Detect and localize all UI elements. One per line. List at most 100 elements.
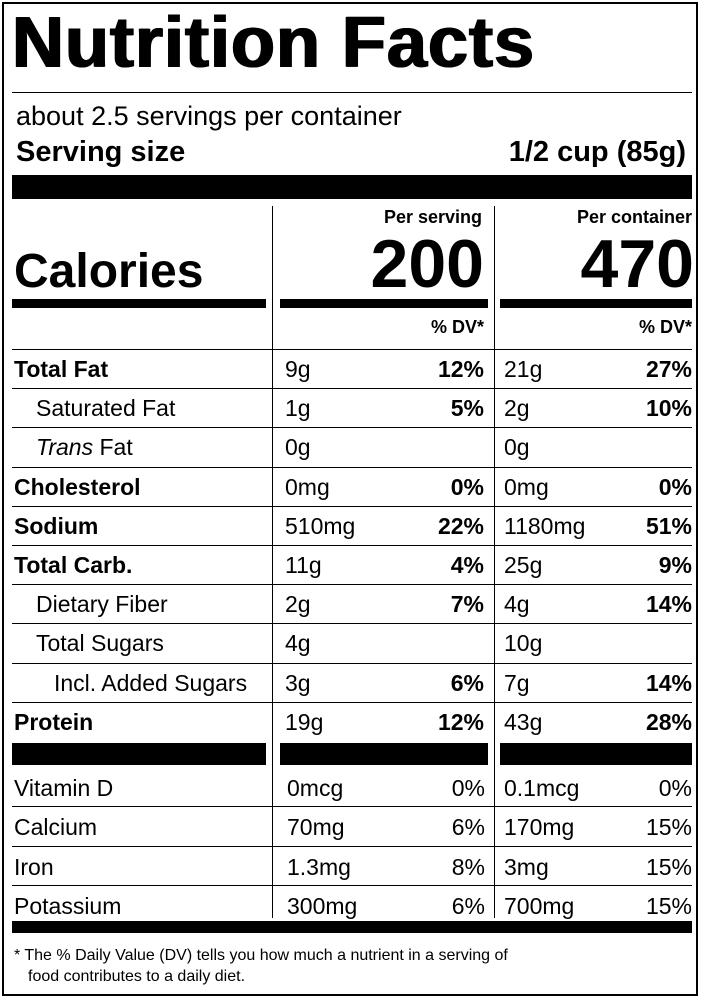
container-amount: 43g — [504, 708, 543, 735]
serving-amount: 9g — [285, 356, 311, 382]
container-amount: 0mg — [504, 473, 549, 500]
thick-divider-vitamins-2 — [280, 743, 488, 765]
vitamin-row-rule — [12, 884, 692, 886]
vitamin-row-rule — [12, 845, 692, 847]
serving-amount: 11g — [285, 552, 322, 578]
row-rule — [12, 701, 692, 703]
nutrient-name-text: Sodium — [14, 512, 99, 539]
row-rule — [12, 466, 692, 468]
vitamin-serving-amount: 70mg — [287, 814, 345, 841]
container-dv: 27% — [645, 356, 692, 382]
footnote: * The % Daily Value (DV) tells you how m… — [14, 945, 694, 987]
container-amount: 21g — [504, 356, 543, 382]
serving-dv: 7% — [450, 591, 484, 618]
vitamin-row-rule — [12, 806, 692, 808]
serving-dv: 22% — [437, 512, 484, 539]
vitamin-serving-amount: 1.3mg — [287, 853, 351, 880]
row-rule — [12, 427, 692, 429]
serving-size-value: 1/2 cup (85g) — [508, 136, 686, 168]
nutrient-name-text: Total Carb. — [14, 552, 133, 578]
nutrient-name: Sodium — [14, 512, 98, 540]
vitamin-container-dv: 0% — [658, 775, 692, 801]
serving-amount: 1g — [285, 395, 311, 422]
serving-amount: 0mg — [285, 473, 330, 500]
serving-dv: 4% — [450, 552, 484, 578]
vitamin-container-amount: 700mg — [504, 892, 575, 919]
vitamin-serving-dv: 6% — [451, 814, 485, 841]
servings-per-container: about 2.5 servings per container — [16, 101, 402, 131]
dv-header-container: % DV* — [638, 317, 692, 337]
serving-amount: 19g — [285, 708, 324, 735]
serving-dv: 0% — [450, 473, 484, 500]
serving-dv: 12% — [437, 356, 484, 382]
row-rule — [12, 662, 692, 664]
calories-label: Calories — [14, 245, 204, 298]
container-dv: 14% — [645, 669, 692, 696]
vitamin-container-dv: 15% — [645, 892, 692, 919]
vitamin-name: Calcium — [14, 814, 98, 841]
container-dv: 0% — [658, 473, 692, 500]
container-amount: 25g — [504, 552, 543, 578]
nutrient-name-italic: Trans — [36, 434, 94, 461]
container-dv: 28% — [645, 708, 692, 735]
calories-rule-1 — [12, 299, 266, 308]
per-container-header: Per container — [576, 207, 692, 227]
nutrient-name-text: Fat — [93, 434, 133, 461]
nutrient-name-text: Total Fat — [14, 356, 109, 382]
nutrient-name: Total Fat — [14, 355, 108, 383]
serving-amount: 3g — [285, 669, 311, 696]
row-rule — [12, 545, 692, 546]
container-amount: 4g — [504, 591, 530, 618]
vitamin-name: Vitamin D — [14, 775, 114, 801]
container-amount: 0g — [504, 434, 530, 461]
vitamin-container-amount: 3mg — [504, 853, 549, 880]
nutrition-facts-label: Nutrition Facts about 2.5 servings per c… — [2, 2, 698, 996]
serving-amount: 4g — [285, 630, 311, 657]
column-divider-right — [494, 206, 495, 918]
nutrient-name-text: Cholesterol — [14, 473, 141, 500]
row-rule — [12, 388, 692, 390]
nutrient-name: Cholesterol — [14, 473, 141, 501]
nutrient-name: Incl. Added Sugars — [54, 669, 247, 697]
container-dv: 10% — [645, 395, 692, 422]
container-amount: 7g — [504, 669, 530, 696]
row-rule — [12, 349, 692, 350]
nutrient-name: Total Carb. — [14, 551, 132, 579]
vitamin-name: Iron — [14, 853, 54, 880]
nutrient-name-text: Protein — [14, 708, 94, 735]
serving-dv: 12% — [437, 708, 484, 735]
nutrient-name-text: Dietary Fiber — [36, 591, 168, 618]
container-amount: 2g — [504, 395, 530, 422]
container-dv: 14% — [645, 591, 692, 618]
thick-divider-top — [12, 175, 692, 199]
nutrient-name: Trans Fat — [36, 433, 133, 461]
row-rule — [12, 584, 692, 586]
thick-divider-vitamins-3 — [500, 743, 692, 765]
vitamin-serving-dv: 6% — [451, 892, 485, 919]
footnote-line-1: * The % Daily Value (DV) tells you how m… — [14, 947, 508, 964]
serving-amount: 510mg — [285, 512, 356, 539]
label-title: Nutrition Facts — [12, 3, 536, 83]
per-serving-header: Per serving — [383, 207, 482, 227]
container-amount: 10g — [504, 630, 543, 657]
vitamin-serving-amount: 300mg — [287, 892, 358, 919]
row-rule — [12, 623, 692, 625]
vitamin-serving-dv: 8% — [451, 853, 485, 880]
calories-per-serving: 200 — [370, 226, 484, 302]
nutrient-name-text: Total Sugars — [36, 630, 164, 657]
nutrient-name: Protein — [14, 708, 93, 736]
thick-divider-vitamins-1 — [12, 743, 266, 765]
nutrient-name: Saturated Fat — [36, 394, 175, 422]
vitamin-serving-amount: 0mcg — [287, 775, 344, 801]
vitamin-container-dv: 15% — [645, 853, 692, 880]
serving-dv: 5% — [450, 395, 484, 422]
container-dv: 51% — [645, 512, 692, 539]
dv-header-serving: % DV* — [430, 317, 484, 337]
vitamin-serving-dv: 0% — [451, 775, 485, 801]
serving-size-label: Serving size — [16, 136, 186, 168]
row-rule — [12, 505, 692, 507]
serving-dv: 6% — [450, 669, 484, 696]
serving-amount: 0g — [285, 434, 311, 461]
vitamin-container-amount: 170mg — [504, 814, 575, 841]
container-dv: 9% — [658, 552, 692, 578]
